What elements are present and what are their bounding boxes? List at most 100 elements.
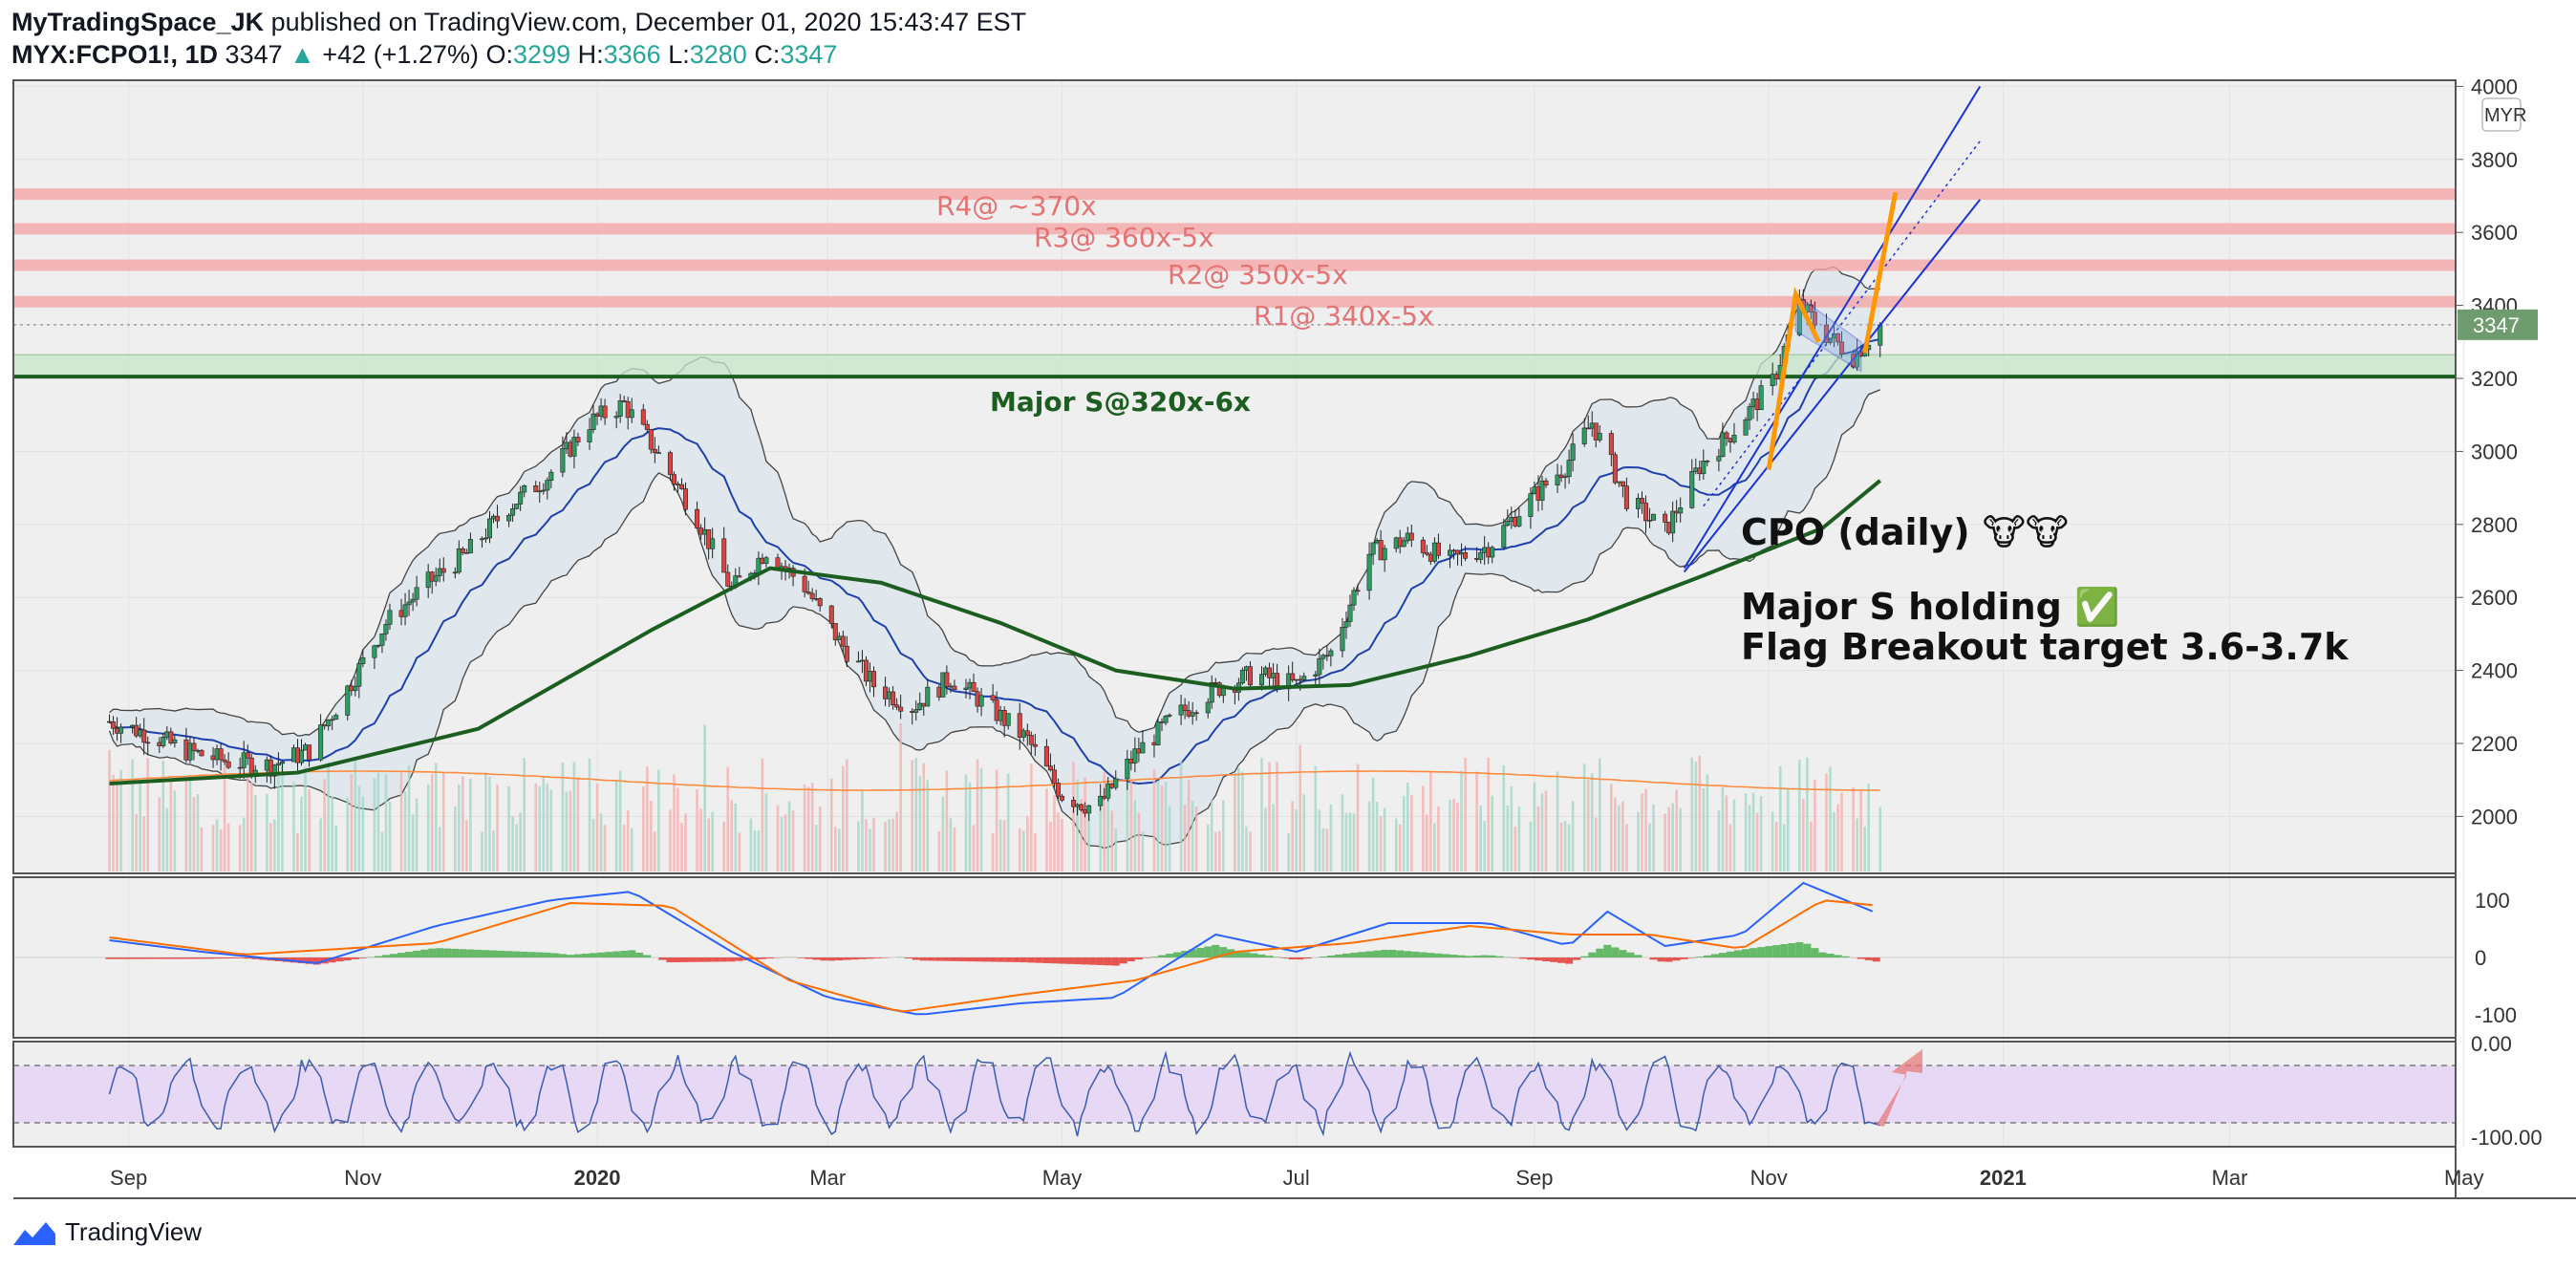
support-label: Major S@320x-6x (990, 386, 1251, 418)
macd-histogram-bar (1035, 957, 1043, 963)
macd-histogram-bar (1134, 957, 1143, 960)
candle-body (1808, 304, 1814, 312)
macd-histogram-bar (297, 957, 306, 964)
macd-histogram-bar (1780, 944, 1789, 957)
volume-bar (1080, 799, 1083, 871)
macd-histogram-bar (1058, 957, 1066, 964)
candle-body (1382, 548, 1387, 561)
volume-bar (380, 831, 384, 871)
macd-histogram-bar (674, 957, 682, 962)
volume-bar (730, 800, 734, 871)
volume-bar (158, 797, 161, 871)
volume-bar (576, 777, 580, 871)
tradingview-footer[interactable]: TradingView (11, 1217, 202, 1247)
annotation-text: Major S holding ✅ (1741, 586, 2119, 628)
volume-bar (534, 783, 538, 871)
volume-bar (242, 817, 246, 871)
volume-bar (922, 763, 926, 871)
volume-bar (1641, 793, 1643, 871)
candle-body (1205, 701, 1211, 714)
candle-body (1678, 507, 1684, 514)
macd-histogram-bar (934, 957, 943, 961)
high-label: H: (577, 40, 604, 69)
candle-body (360, 656, 366, 664)
macd-histogram-bar (927, 957, 935, 961)
volume-bar (1422, 785, 1425, 871)
volume-bar (572, 762, 576, 871)
volume-bar (1049, 822, 1052, 871)
candle-body (613, 416, 619, 419)
volume-bar (657, 769, 660, 871)
candle-body (1351, 590, 1357, 606)
axes: 2000220024002600280030003200340036003800… (110, 75, 2543, 1190)
candle-body (648, 429, 654, 450)
macd-histogram-bar (358, 957, 367, 958)
candle-body (587, 429, 592, 442)
candle-body (1855, 351, 1860, 368)
volume-bar (707, 818, 710, 871)
candle-body (1647, 520, 1653, 522)
volume-bar (376, 772, 380, 871)
candle-body (479, 538, 484, 541)
candle-body (1370, 542, 1376, 555)
volume-bar (654, 831, 656, 871)
macd-histogram-bar (1189, 949, 1197, 957)
candle-body (1612, 454, 1618, 484)
candle-body (1435, 542, 1441, 556)
time-tick-label: Mar (809, 1166, 846, 1190)
macd-histogram-bar (1710, 954, 1719, 957)
volume-bar (1099, 807, 1102, 871)
macd-histogram-bar (166, 957, 175, 959)
macd-histogram-bar (1242, 952, 1251, 957)
volume-bar (1084, 777, 1086, 871)
macd-histogram-bar (120, 957, 129, 959)
volume-bar (462, 776, 464, 871)
symbol-label[interactable]: MYX:FCPO1!, 1D (11, 40, 219, 69)
candle-body (522, 485, 527, 493)
macd-histogram-bar (590, 953, 598, 957)
publisher-name[interactable]: MyTradingSpace_JK (11, 8, 265, 36)
volume-bar (1168, 806, 1171, 871)
macd-histogram-bar (797, 957, 805, 958)
volume-bar (223, 765, 226, 871)
candle-body (1340, 627, 1345, 652)
candle-body (1539, 480, 1545, 501)
volume-bar (411, 814, 415, 871)
volume-bar (1106, 795, 1110, 871)
macd-histogram-bar (612, 951, 621, 957)
price-tick-label: 3200 (2471, 367, 2518, 391)
candle-body (376, 644, 381, 647)
volume-bar (1829, 766, 1832, 871)
volume-bar (1206, 824, 1210, 871)
volume-bar (142, 816, 145, 871)
volume-bar (1299, 744, 1302, 871)
volume-bar (426, 784, 430, 871)
macd-histogram-bar (820, 957, 828, 961)
volume-bar (561, 762, 565, 871)
macd-histogram-bar (1734, 950, 1742, 957)
candle-body (863, 659, 869, 682)
candle-body (433, 575, 439, 582)
volume-bar (1245, 826, 1248, 871)
volume-bar (1698, 756, 1702, 871)
macd-histogram-bar (1465, 956, 1473, 957)
volume-bar (1276, 762, 1278, 871)
candle-body (191, 742, 197, 751)
macd-histogram-bar (1449, 955, 1458, 957)
candle-body (621, 399, 627, 402)
volume-bar (810, 783, 814, 871)
volume-bar (1810, 821, 1813, 871)
volume-bar (1840, 792, 1843, 871)
volume-bar (1725, 795, 1728, 871)
volume-bar (968, 782, 972, 871)
candle-body (617, 399, 623, 417)
volume-bar (269, 823, 272, 871)
resistance-label: R2@ 350x-5x (1168, 259, 1348, 290)
candle-body (1028, 735, 1034, 745)
rsi-line (108, 1050, 1880, 1137)
candle-body (828, 605, 834, 624)
volume-bar (1540, 793, 1544, 871)
candle-body (1024, 730, 1030, 736)
volume-bar (642, 786, 645, 871)
